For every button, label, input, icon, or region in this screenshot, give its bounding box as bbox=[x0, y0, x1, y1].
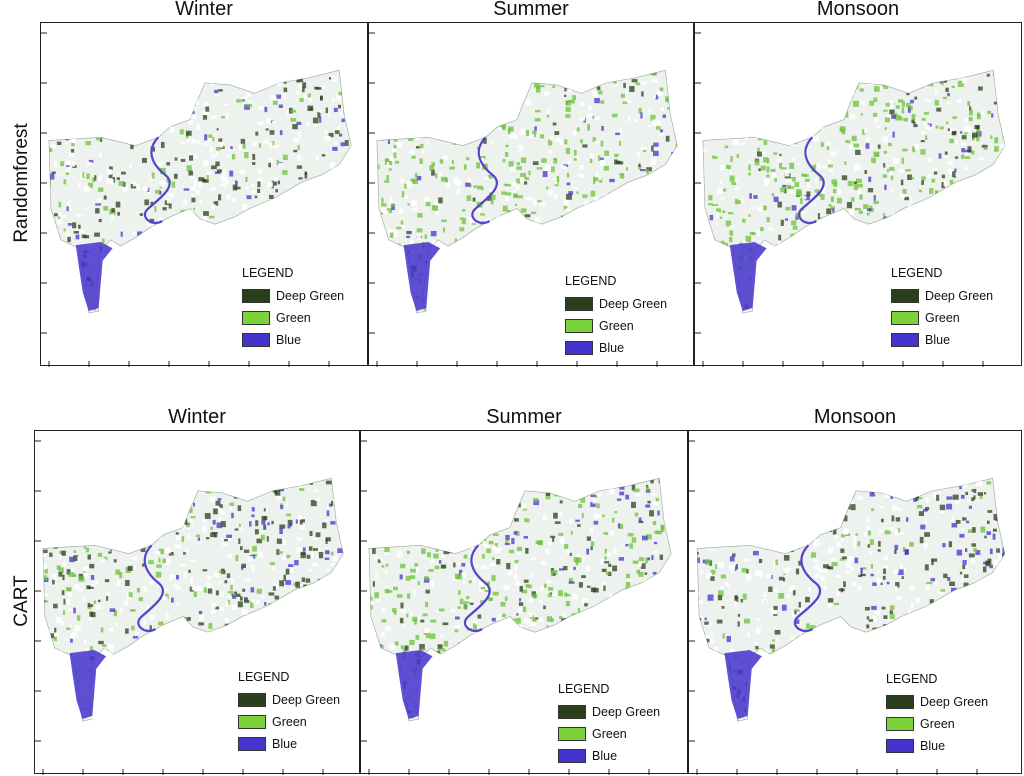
map-panel-0-1 bbox=[368, 22, 694, 367]
legend-label: Green bbox=[592, 727, 627, 741]
map-panel-1-2 bbox=[688, 430, 1022, 775]
legend-item: Deep Green bbox=[238, 689, 340, 711]
legend-title: LEGEND bbox=[891, 266, 943, 280]
water-body bbox=[69, 649, 107, 720]
row-label-1: CART bbox=[11, 575, 32, 627]
map-legend: LEGEND Deep Green Green Blue bbox=[242, 266, 344, 351]
legend-swatch bbox=[565, 319, 593, 333]
legend-label: Deep Green bbox=[920, 695, 989, 709]
river bbox=[793, 544, 822, 633]
classified-map bbox=[361, 440, 672, 775]
legend-label: Deep Green bbox=[925, 289, 994, 303]
legend-title: LEGEND bbox=[565, 274, 617, 288]
classified-map bbox=[689, 440, 1006, 775]
legend-item: Blue bbox=[558, 745, 660, 767]
legend-swatch bbox=[242, 311, 270, 325]
legend-item: Green bbox=[886, 713, 988, 735]
legend-title: LEGEND bbox=[558, 682, 610, 696]
legend-label: Deep Green bbox=[276, 289, 345, 303]
river bbox=[143, 136, 171, 225]
water-body bbox=[403, 241, 441, 312]
legend-swatch bbox=[558, 705, 586, 719]
classified-map bbox=[35, 440, 344, 775]
map-legend: LEGEND Deep Green Green Blue bbox=[565, 274, 667, 359]
river bbox=[137, 544, 164, 633]
legend-title: LEGEND bbox=[238, 670, 290, 684]
legend-swatch bbox=[558, 727, 586, 741]
water-body bbox=[395, 649, 433, 720]
legend-swatch bbox=[891, 311, 919, 325]
legend-label: Deep Green bbox=[599, 297, 668, 311]
legend-swatch bbox=[558, 749, 586, 763]
river bbox=[463, 544, 491, 633]
legend-item: Green bbox=[565, 315, 667, 337]
map-panel-1-0 bbox=[34, 430, 360, 775]
legend-item: Blue bbox=[238, 733, 340, 755]
legend-swatch bbox=[242, 289, 270, 303]
legend-label: Deep Green bbox=[272, 693, 341, 707]
panel-title-1-2: Monsoon bbox=[813, 406, 897, 428]
legend-label: Green bbox=[276, 311, 311, 325]
legend-label: Blue bbox=[599, 341, 625, 355]
legend-title: LEGEND bbox=[242, 266, 294, 280]
legend-label: Blue bbox=[276, 333, 302, 347]
map-panel-0-2 bbox=[694, 22, 1022, 367]
water-body bbox=[75, 241, 113, 312]
classified-map bbox=[41, 32, 352, 367]
legend-swatch bbox=[565, 341, 593, 355]
legend-item: Blue bbox=[242, 329, 344, 351]
legend-item: Green bbox=[242, 307, 344, 329]
legend-item: Blue bbox=[886, 735, 988, 757]
legend-label: Green bbox=[272, 715, 307, 729]
legend-swatch bbox=[238, 693, 266, 707]
water-body bbox=[729, 241, 767, 312]
classified-map bbox=[695, 32, 1006, 367]
legend-swatch bbox=[886, 739, 914, 753]
legend-label: Blue bbox=[925, 333, 951, 347]
legend-label: Green bbox=[925, 311, 960, 325]
water-body bbox=[724, 649, 762, 720]
legend-label: Blue bbox=[272, 737, 298, 751]
legend-swatch bbox=[565, 297, 593, 311]
legend-item: Deep Green bbox=[891, 285, 993, 307]
legend-label: Blue bbox=[920, 739, 946, 753]
river bbox=[471, 136, 498, 225]
map-panel-0-0 bbox=[40, 22, 368, 367]
legend-item: Green bbox=[558, 723, 660, 745]
legend-swatch bbox=[242, 333, 270, 347]
legend-item: Deep Green bbox=[558, 701, 660, 723]
legend-item: Blue bbox=[891, 329, 993, 351]
panel-title-1-0: Winter bbox=[168, 406, 226, 428]
legend-swatch bbox=[886, 695, 914, 709]
panel-title-0-2: Monsoon bbox=[816, 0, 900, 20]
legend-label: Green bbox=[599, 319, 634, 333]
map-legend: LEGEND Deep Green Green Blue bbox=[891, 266, 993, 351]
panel-title-0-0: Winter bbox=[175, 0, 233, 20]
legend-swatch bbox=[891, 289, 919, 303]
legend-label: Green bbox=[920, 717, 955, 731]
map-legend: LEGEND Deep Green Green Blue bbox=[238, 670, 340, 755]
map-legend: LEGEND Deep Green Green Blue bbox=[558, 682, 660, 767]
legend-item: Green bbox=[238, 711, 340, 733]
legend-swatch bbox=[238, 715, 266, 729]
river bbox=[797, 136, 825, 225]
legend-label: Deep Green bbox=[592, 705, 661, 719]
panel-title-1-1: Summer bbox=[486, 406, 562, 428]
legend-swatch bbox=[886, 717, 914, 731]
legend-swatch bbox=[238, 737, 266, 751]
legend-item: Green bbox=[891, 307, 993, 329]
panel-title-0-1: Summer bbox=[493, 0, 569, 20]
legend-label: Blue bbox=[592, 749, 618, 763]
map-legend: LEGEND Deep Green Green Blue bbox=[886, 672, 988, 757]
legend-title: LEGEND bbox=[886, 672, 938, 686]
classified-map bbox=[369, 32, 678, 367]
row-label-0: Randomforest bbox=[11, 123, 32, 243]
legend-swatch bbox=[891, 333, 919, 347]
legend-item: Deep Green bbox=[242, 285, 344, 307]
legend-item: Blue bbox=[565, 337, 667, 359]
legend-item: Deep Green bbox=[565, 293, 667, 315]
legend-item: Deep Green bbox=[886, 691, 988, 713]
map-panel-1-1 bbox=[360, 430, 688, 775]
